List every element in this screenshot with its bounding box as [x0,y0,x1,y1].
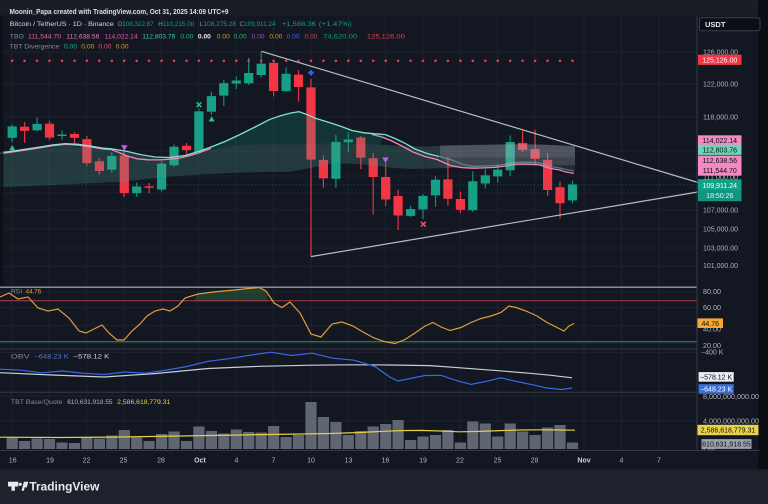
svg-text:OBV: OBV [11,353,30,360]
svg-text:107,000.00: 107,000.00 [703,208,738,215]
svg-text:0.00: 0.00 [98,43,111,50]
svg-text:25: 25 [494,458,502,465]
svg-text:0.00: 0.00 [217,33,230,40]
svg-text:0.00: 0.00 [252,33,265,40]
svg-text:126,000.00: 126,000.00 [703,50,738,57]
svg-text:112,803.76: 112,803.76 [702,147,737,154]
svg-text:H110,215.00: H110,215.00 [158,21,194,28]
svg-text:109,911.24: 109,911.24 [703,183,738,190]
svg-text:16: 16 [382,458,390,465]
svg-text:O108,322.87: O108,322.87 [118,21,154,28]
svg-text:101,000.00: 101,000.00 [703,263,738,270]
svg-text:112,803.76: 112,803.76 [142,33,175,40]
svg-text:610,631,918.55: 610,631,918.55 [67,399,113,406]
svg-text:60.00: 60.00 [703,305,721,312]
svg-text:4: 4 [620,458,624,465]
svg-text:0.00: 0.00 [64,43,77,50]
svg-text:TBT Divergence: TBT Divergence [9,43,59,50]
svg-text:0.00: 0.00 [180,33,193,40]
svg-text:13: 13 [345,458,353,465]
svg-text:19: 19 [46,458,54,465]
svg-text:7: 7 [272,458,276,465]
svg-text:25: 25 [120,458,128,465]
svg-text:8,000,000,000.00: 8,000,000,000.00 [703,394,759,401]
svg-text:2,586,618,779.31: 2,586,618,779.31 [117,399,170,406]
svg-text:111,544.70: 111,544.70 [703,168,737,175]
svg-text:−578.12 K: −578.12 K [700,375,732,382]
svg-text:USDT: USDT [705,20,726,29]
svg-text:0.00: 0.00 [269,33,282,40]
svg-text:122,000.00: 122,000.00 [703,82,738,89]
svg-text:Nov: Nov [577,458,590,465]
svg-text:22: 22 [83,458,91,465]
svg-text:0.00: 0.00 [287,33,300,40]
svg-text:Oct: Oct [194,458,206,465]
svg-text:111,544.70: 111,544.70 [28,33,61,40]
svg-text:0.00: 0.00 [234,33,247,40]
svg-text:18:50:26: 18:50:26 [706,193,733,200]
svg-text:−400 K: −400 K [701,349,724,356]
svg-text:125,126.00: 125,126.00 [702,57,737,64]
svg-text:118,000.00: 118,000.00 [703,115,738,122]
svg-text:10: 10 [307,458,315,465]
svg-text:125,126.00: 125,126.00 [367,33,405,40]
svg-text:44.76: 44.76 [701,321,719,328]
svg-text:−578.12 K: −578.12 K [73,353,110,360]
svg-text:22: 22 [456,458,464,465]
svg-text:0.00: 0.00 [198,33,211,40]
svg-text:80.00: 80.00 [703,289,721,296]
svg-text:28: 28 [157,458,165,465]
svg-text:2,586,618,779.31: 2,586,618,779.31 [701,428,756,435]
svg-text:+1,588.36: +1,588.36 [282,21,316,28]
svg-text:20.00: 20.00 [703,343,721,350]
svg-text:TBO: TBO [10,33,24,40]
svg-text:L108,275.28: L108,275.28 [200,21,236,28]
svg-text:0.00: 0.00 [81,43,94,50]
svg-text:112,638.56: 112,638.56 [702,158,737,165]
svg-text:TradingView: TradingView [29,480,100,494]
svg-text:4: 4 [235,458,239,465]
svg-text:Bitcoin / TetherUS · 1D · Bina: Bitcoin / TetherUS · 1D · Binance [10,21,114,28]
svg-text:4,000,000,000.00: 4,000,000,000.00 [703,418,759,425]
svg-text:−648.23 K: −648.23 K [700,387,732,394]
svg-text:111,000.00: 111,000.00 [703,175,738,182]
svg-text:TBT Base/Quote: TBT Base/Quote [11,399,63,406]
svg-text:114,022.14: 114,022.14 [105,33,138,40]
svg-text:7: 7 [657,458,661,465]
svg-text:44.76: 44.76 [26,288,42,295]
svg-text:0.00: 0.00 [702,449,716,456]
svg-text:0.00: 0.00 [305,33,318,40]
svg-text:40.00: 40.00 [703,326,721,333]
svg-text:112,638.56: 112,638.56 [66,33,99,40]
svg-text:−648.23 K: −648.23 K [34,353,69,360]
svg-text:105,000.00: 105,000.00 [703,227,738,234]
svg-text:0.00: 0.00 [116,43,129,50]
svg-text:610,631,918.55: 610,631,918.55 [702,442,751,449]
svg-text:C109,911.24: C109,911.24 [240,21,276,28]
svg-text:74,620.00: 74,620.00 [323,33,357,40]
svg-text:28: 28 [531,458,539,465]
svg-text:19: 19 [419,458,427,465]
svg-text:103,000.00: 103,000.00 [703,246,738,253]
svg-text:(+1.47%): (+1.47%) [319,21,352,28]
svg-text:114,022.14: 114,022.14 [702,138,737,145]
svg-text:16: 16 [9,458,17,465]
svg-text:Moonin_Papa created with Tradi: Moonin_Papa created with TradingView.com… [10,9,229,16]
svg-text:RSI: RSI [11,288,22,295]
